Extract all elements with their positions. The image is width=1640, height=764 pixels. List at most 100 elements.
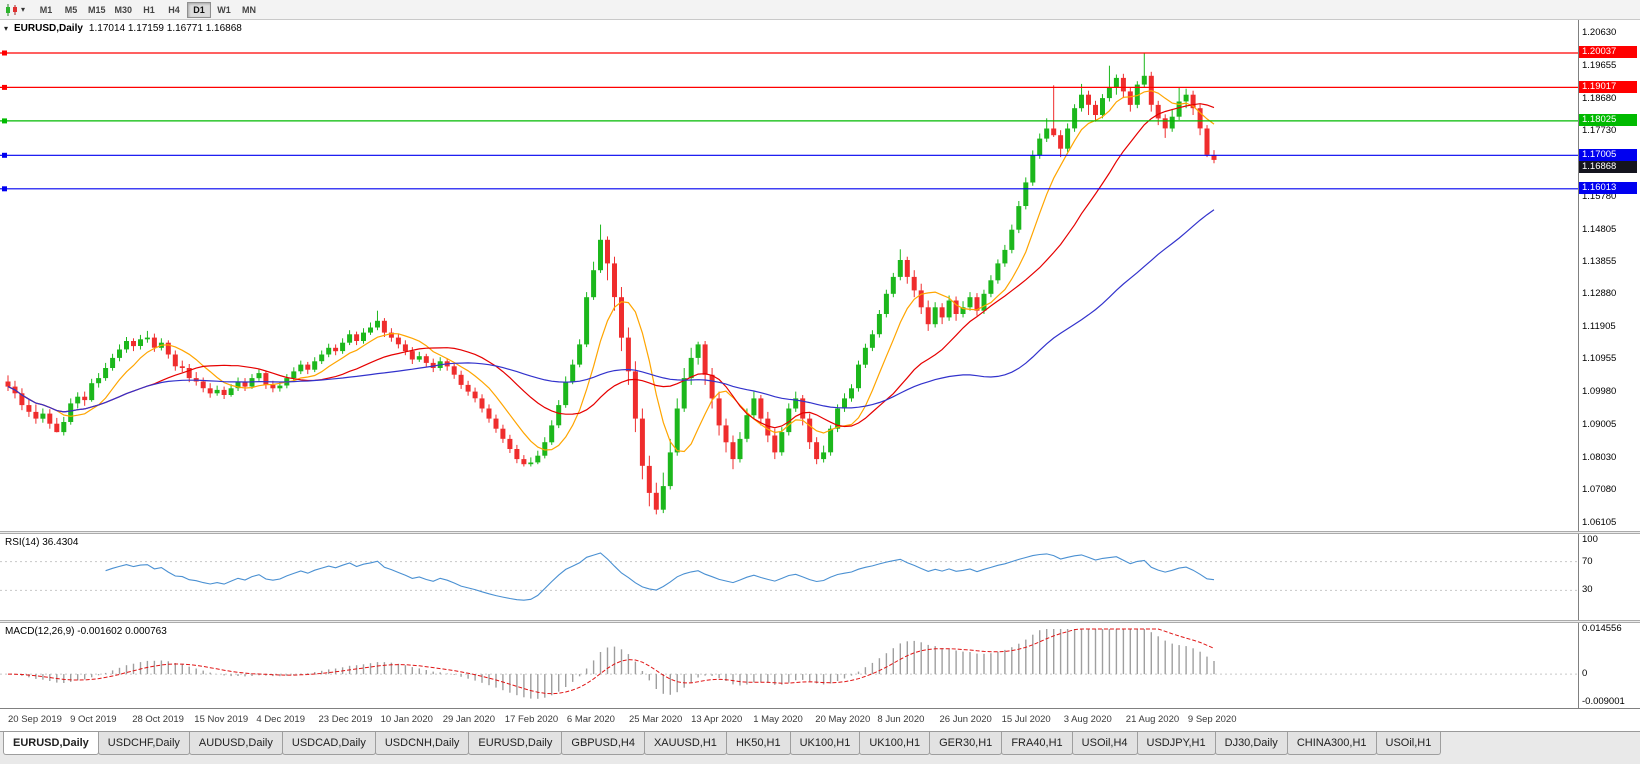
tab-usdcnh-daily[interactable]: USDCNH,Daily [374, 732, 470, 755]
tab-usdchf-daily[interactable]: USDCHF,Daily [97, 732, 190, 755]
date-label: 4 Dec 2019 [256, 714, 305, 725]
rsi-axis: 100 70 30 [1578, 534, 1640, 620]
date-label: 1 May 2020 [753, 714, 803, 725]
timeframe-m30-button[interactable]: M30 [111, 2, 137, 18]
chart-symbol-label: EURUSD,Daily [14, 23, 83, 34]
tab-fra40-h1[interactable]: FRA40,H1 [1001, 732, 1073, 755]
date-label: 29 Jan 2020 [442, 714, 495, 725]
ma-55-line [7, 209, 1215, 413]
ma-20-line [7, 103, 1215, 429]
timeframe-m5-button[interactable]: M5 [59, 2, 83, 18]
tab-china300-h1[interactable]: CHINA300,H1 [1286, 732, 1377, 755]
date-label: 6 Mar 2020 [566, 714, 615, 725]
tab-gbpusd-h4[interactable]: GBPUSD,H4 [561, 732, 645, 755]
price-axis-label: 1.14805 [1582, 223, 1617, 235]
date-label: 9 Oct 2019 [70, 714, 117, 725]
chart-title: ▾ EURUSD,Daily 1.17014 1.17159 1.16771 1… [4, 23, 242, 34]
macd-axis-label: -0.009001 [1582, 696, 1625, 707]
date-label: 21 Aug 2020 [1125, 714, 1180, 725]
current-price-tag: 1.16868 [1579, 160, 1637, 173]
price-axis-label: 1.15780 [1582, 190, 1617, 202]
tab-usoil-h4[interactable]: USOil,H4 [1071, 732, 1138, 755]
timeframe-h4-button[interactable]: H4 [162, 2, 186, 18]
price-line-tag: 1.19017 [1579, 80, 1637, 93]
rsi-panel[interactable]: RSI(14) 36.4304 [0, 534, 1578, 620]
rsi-label: RSI(14) 36.4304 [5, 537, 79, 548]
rsi-line [105, 552, 1215, 601]
panel-separator-macd[interactable] [0, 620, 1640, 623]
chart-type-icon[interactable]: ▾ [4, 3, 25, 17]
price-axis-label: 1.19655 [1582, 59, 1617, 71]
tab-dj30-daily[interactable]: DJ30,Daily [1214, 732, 1288, 755]
macd-axis-label: 0.014556 [1582, 623, 1622, 634]
price-axis-label: 1.09980 [1582, 386, 1617, 398]
date-label: 20 Sep 2019 [8, 714, 62, 725]
date-label: 8 Jun 2020 [877, 714, 925, 725]
timeframe-m15-button[interactable]: M15 [84, 2, 110, 18]
rsi-axis-label: 30 [1582, 584, 1593, 596]
date-label: 10 Jan 2020 [380, 714, 433, 725]
price-axis: 1.206301.196551.186801.177301.167551.157… [1578, 20, 1640, 531]
price-axis-label: 1.18680 [1582, 92, 1617, 104]
date-label: 28 Oct 2019 [132, 714, 184, 725]
tab-usdcad-daily[interactable]: USDCAD,Daily [281, 732, 376, 755]
price-axis-label: 1.17730 [1582, 124, 1617, 136]
tab-uk100-h1[interactable]: UK100,H1 [789, 732, 861, 755]
price-axis-label: 1.10955 [1582, 353, 1617, 365]
timeframe-h1-button[interactable]: H1 [137, 2, 161, 18]
price-axis-label: 1.06105 [1582, 517, 1617, 529]
price-axis-label: 1.07080 [1582, 484, 1617, 496]
collapse-caret-icon[interactable]: ▾ [4, 24, 9, 33]
date-label: 23 Dec 2019 [318, 714, 373, 725]
date-label: 17 Feb 2020 [504, 714, 559, 725]
price-line-tag: 1.18025 [1579, 114, 1637, 127]
macd-axis: 0.014556 0 -0.009001 [1578, 623, 1640, 708]
tab-uk100-h1-2[interactable]: UK100,H1 [859, 732, 931, 755]
price-chart[interactable]: ▾ EURUSD,Daily 1.17014 1.17159 1.16771 1… [0, 20, 1578, 531]
price-axis-label: 1.13855 [1582, 255, 1617, 267]
macd-panel[interactable]: MACD(12,26,9) -0.001602 0.000763 [0, 623, 1578, 708]
candlestick-glyph-icon [6, 3, 17, 16]
tab-audusd-daily[interactable]: AUDUSD,Daily [188, 732, 283, 755]
rsi-axis-label: 70 [1582, 555, 1593, 567]
timeframe-toolbar: ▾ M1 M5 M15 M30 H1 H4 D1 W1 MN [0, 0, 1640, 20]
date-label: 3 Aug 2020 [1063, 714, 1112, 725]
date-label: 26 Jun 2020 [939, 714, 992, 725]
ma-8-line [7, 90, 1215, 453]
panel-separator-rsi[interactable] [0, 531, 1640, 534]
tab-eurusd-daily-2[interactable]: EURUSD,Daily [468, 732, 563, 755]
price-axis-label: 1.11905 [1582, 321, 1616, 333]
candlestick-series [5, 53, 1217, 515]
tab-eurusd-daily[interactable]: EURUSD,Daily [3, 732, 99, 755]
chart-ohlc-values: 1.17014 1.17159 1.16771 1.16868 [88, 23, 242, 34]
timeframe-d1-button[interactable]: D1 [187, 1, 212, 18]
date-label: 13 Apr 2020 [691, 714, 743, 725]
tab-hk50-h1[interactable]: HK50,H1 [725, 732, 791, 755]
date-label: 25 Mar 2020 [629, 714, 683, 725]
macd-signal-line [7, 628, 1215, 695]
tab-ger30-h1[interactable]: GER30,H1 [929, 732, 1003, 755]
price-line-tag: 1.17005 [1579, 148, 1637, 161]
price-axis-label: 1.09005 [1582, 419, 1617, 431]
timeframe-m1-button[interactable]: M1 [34, 2, 58, 18]
chart-window: ▾ EURUSD,Daily 1.17014 1.17159 1.16771 1… [0, 20, 1640, 731]
chart-tabs: EURUSD,Daily USDCHF,Daily AUDUSD,Daily U… [0, 731, 1640, 764]
date-label: 15 Jul 2020 [1001, 714, 1051, 725]
macd-histogram [14, 629, 1215, 699]
macd-axis-label: 0 [1582, 668, 1588, 680]
price-axis-label: 1.12880 [1582, 288, 1617, 300]
timeframe-w1-button[interactable]: W1 [212, 2, 236, 18]
price-axis-label: 1.08030 [1582, 452, 1617, 464]
chevron-down-icon: ▾ [21, 5, 26, 14]
rsi-axis-label: 100 [1582, 534, 1598, 545]
tab-usoil-h1[interactable]: USOil,H1 [1375, 732, 1442, 755]
tab-xauusd-h1[interactable]: XAUUSD,H1 [643, 732, 727, 755]
price-axis-label: 1.20630 [1582, 26, 1617, 38]
date-label: 20 May 2020 [815, 714, 871, 725]
date-label: 9 Sep 2020 [1187, 714, 1237, 725]
timeframe-mn-button[interactable]: MN [237, 2, 261, 18]
date-label: 15 Nov 2019 [194, 714, 249, 725]
price-line-tag: 1.20037 [1579, 46, 1637, 59]
tab-usdjpy-h1[interactable]: USDJPY,H1 [1136, 732, 1216, 755]
macd-label: MACD(12,26,9) -0.001602 0.000763 [5, 626, 167, 637]
